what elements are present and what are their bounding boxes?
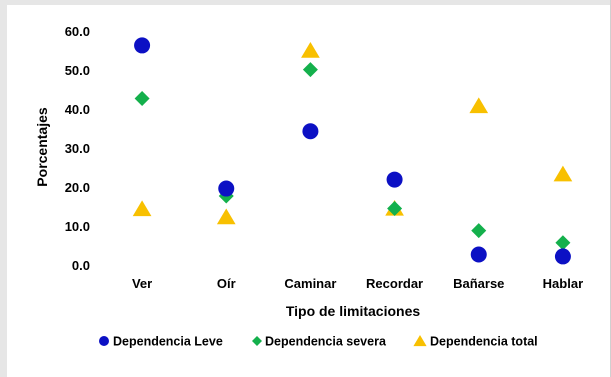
x-tick-label: Caminar: [284, 276, 336, 291]
y-tick-label: 40.0: [65, 102, 90, 117]
x-tick-label: Bañarse: [453, 276, 504, 291]
x-tick-label: Oír: [217, 276, 236, 291]
frame-top-edge: [0, 0, 611, 5]
legend-label-leve: Dependencia Leve: [113, 335, 223, 349]
data-point-leve: [470, 246, 487, 263]
data-point-total: [216, 208, 236, 225]
x-tick-label: Recordar: [366, 276, 423, 291]
frame-left-edge: [0, 0, 7, 377]
data-point-severa: [302, 62, 318, 78]
data-point-total: [553, 165, 573, 182]
legend-marker-leve: [99, 336, 109, 346]
x-tick-label: Hablar: [543, 276, 583, 291]
data-point-total: [469, 97, 489, 114]
y-tick-label: 30.0: [65, 141, 90, 156]
legend-marker-total: [413, 335, 427, 347]
y-axis-title: Porcentajes: [34, 107, 50, 187]
legend-label-total: Dependencia total: [430, 335, 538, 349]
chart-legend: Dependencia Leve Dependencia severa Depend…: [99, 335, 538, 349]
data-point-leve: [218, 180, 235, 197]
data-point-severa: [471, 223, 487, 239]
data-point-leve: [554, 248, 571, 265]
data-point-total: [132, 200, 152, 217]
x-tick-label: Ver: [132, 276, 152, 291]
data-point-severa: [555, 235, 571, 251]
y-tick-label: 20.0: [65, 180, 90, 195]
y-tick-label: 0.0: [72, 258, 90, 273]
legend-marker-severa: [252, 336, 262, 346]
legend-label-severa: Dependencia severa: [265, 335, 387, 349]
x-axis-title: Tipo de limitaciones: [286, 303, 421, 319]
data-points: [132, 37, 573, 265]
data-point-leve: [386, 171, 403, 188]
data-point-total: [301, 42, 320, 58]
data-point-severa: [387, 200, 403, 216]
data-point-leve: [302, 123, 319, 140]
data-point-leve: [134, 37, 151, 54]
y-tick-label: 50.0: [65, 63, 90, 78]
x-axis-ticks: Ver Oír Caminar Recordar Bañarse Hablar: [132, 276, 583, 291]
y-tick-label: 60.0: [65, 24, 90, 39]
data-point-severa: [134, 90, 150, 106]
y-axis-ticks: 0.0 10.0 20.0 30.0 40.0 50.0 60.0: [65, 24, 90, 273]
y-tick-label: 10.0: [65, 219, 90, 234]
